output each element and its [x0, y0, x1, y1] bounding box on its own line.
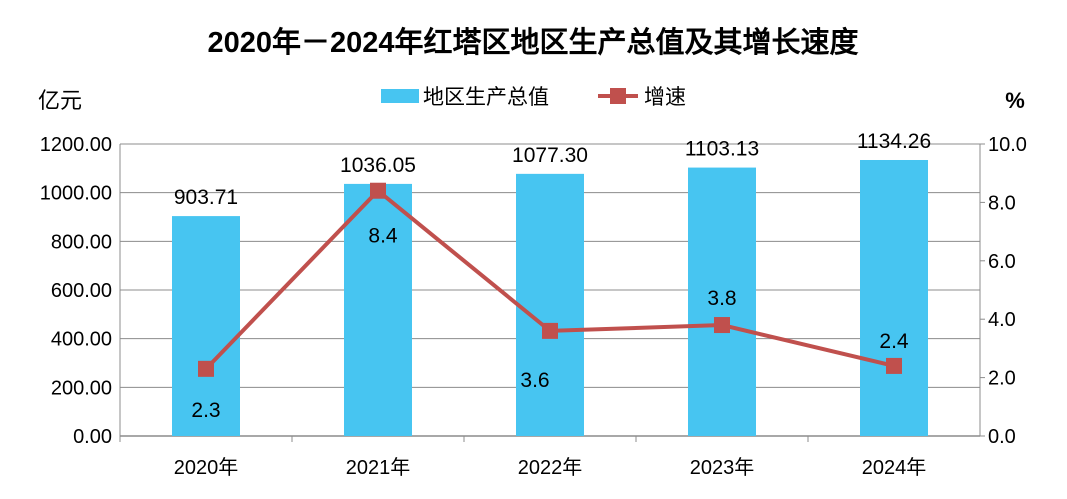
x-tick-label: 2024年: [862, 456, 927, 479]
x-tick-label: 2023年: [690, 456, 755, 479]
legend-bar-swatch: [381, 89, 419, 103]
growth-marker-3: [714, 317, 730, 334]
left-tick-label: 400.00: [51, 329, 112, 351]
right-tick-label: 8.0: [988, 192, 1016, 214]
growth-marker-0: [198, 360, 214, 377]
left-tick-label: 1000.00: [40, 183, 112, 205]
left-tick-label: 600.00: [51, 280, 112, 302]
bar-data-label: 1036.05: [340, 154, 416, 177]
bar-data-label: 1103.13: [685, 138, 759, 161]
chart-title: 2020年－2024年红塔区地区生产总值及其增长速度: [207, 25, 858, 59]
x-tick-label: 2020年: [174, 456, 239, 479]
right-tick-label: 4.0: [988, 309, 1016, 331]
legend-line-marker: [610, 88, 626, 104]
right-tick-label: 10.0: [988, 134, 1027, 156]
left-tick-label: 0.00: [73, 426, 112, 448]
growth-marker-4: [886, 357, 902, 374]
bar-0: [172, 216, 240, 436]
left-tick-label: 200.00: [51, 377, 112, 399]
right-tick-label: 6.0: [988, 251, 1016, 273]
bar-data-label: 1077.30: [512, 144, 588, 167]
bar-2: [516, 173, 584, 436]
right-axis-label: %: [1005, 88, 1025, 113]
bar-3: [688, 167, 756, 436]
right-tick-label: 2.0: [988, 368, 1016, 390]
bar-1: [344, 183, 412, 436]
line-data-label: 2.3: [191, 399, 220, 422]
bar-4: [860, 159, 928, 436]
bar-data-label: 1134.26: [857, 130, 931, 153]
right-tick-label: 0.0: [988, 426, 1016, 448]
line-data-label: 3.8: [707, 287, 736, 310]
left-axis-label: 亿元: [38, 88, 82, 113]
growth-marker-1: [370, 182, 386, 199]
left-tick-label: 1200.00: [40, 134, 112, 156]
line-data-label: 2.4: [879, 330, 909, 353]
bar-data-label: 903.71: [174, 186, 238, 209]
x-tick-label: 2022年: [518, 456, 583, 479]
line-data-label: 8.4: [368, 225, 398, 248]
x-tick-label: 2021年: [346, 456, 411, 479]
legend-line-label: 增速: [644, 86, 686, 109]
legend-bar-label: 地区生产总值: [423, 86, 549, 109]
left-tick-label: 800.00: [51, 231, 112, 253]
line-data-label: 3.6: [520, 369, 549, 392]
growth-marker-2: [542, 322, 558, 339]
